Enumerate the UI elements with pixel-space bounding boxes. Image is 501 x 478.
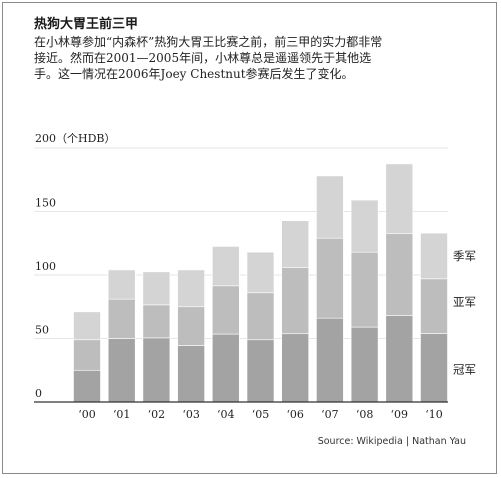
bar-segment xyxy=(281,220,310,268)
x-tick-label: ‘07 xyxy=(321,408,339,421)
bar-segment xyxy=(107,298,136,339)
bar-segment xyxy=(316,175,344,239)
bar-segment xyxy=(350,251,379,328)
bar-segment xyxy=(350,326,379,403)
bar-segment xyxy=(142,271,171,306)
x-tick-label: ‘09 xyxy=(391,408,409,421)
bar-segment xyxy=(281,333,310,403)
bar-segment xyxy=(316,237,344,319)
bar-segment xyxy=(420,278,448,334)
bar-segment xyxy=(73,311,101,341)
bar-segment xyxy=(385,163,414,235)
bar-segment xyxy=(385,233,414,316)
y-tick-label: 150 xyxy=(35,197,56,210)
x-tick-label: ‘03 xyxy=(182,408,200,421)
bar-segment xyxy=(177,306,205,346)
y-tick-label: 50 xyxy=(35,324,49,337)
bar-segment xyxy=(385,315,414,403)
chart-subtitle: 在小林尊参加“内森杯”热狗大胃王比赛之前，前三甲的实力都非常接近。然而在2001… xyxy=(34,35,383,81)
bar-segment xyxy=(73,339,101,371)
bar-segment xyxy=(142,304,171,339)
series-label: 冠军 xyxy=(453,363,476,377)
y-axis-label: 200（个HDB） xyxy=(35,132,116,145)
x-tick-label: ‘04 xyxy=(217,408,235,421)
bar-segment xyxy=(420,333,448,403)
bar-segment xyxy=(281,267,310,335)
x-tick-label: ‘08 xyxy=(356,408,374,421)
bar-segment xyxy=(73,369,101,403)
series-label: 季军 xyxy=(453,249,476,263)
bar-segment xyxy=(316,317,344,403)
source-credit: Source: Wikipedia | Nathan Yau xyxy=(317,436,466,447)
bar-segment xyxy=(142,337,171,403)
bar-segment xyxy=(246,339,275,403)
x-tick-label: ‘02 xyxy=(148,408,166,421)
x-tick-label: ‘01 xyxy=(113,408,131,421)
bar-segment xyxy=(107,269,136,300)
bar-segment xyxy=(177,269,205,308)
chart-title: 热狗大胃王前三甲 xyxy=(34,17,139,32)
bar-segment xyxy=(350,199,379,253)
bar-segment xyxy=(212,246,240,287)
y-tick-label: 0 xyxy=(35,387,42,400)
x-tick-label: ‘00 xyxy=(78,408,96,421)
y-tick-label: 100 xyxy=(35,260,56,273)
bar-segment xyxy=(246,251,275,294)
bar-segment xyxy=(177,345,205,403)
bar-segment xyxy=(420,232,448,280)
series-label: 亚军 xyxy=(453,295,476,309)
bar-segment xyxy=(107,338,136,403)
x-tick-label: ‘06 xyxy=(286,408,304,421)
bar-segment xyxy=(212,333,240,403)
bar-segment xyxy=(246,292,275,341)
bar-segment xyxy=(212,285,240,335)
x-tick-label: ‘10 xyxy=(425,408,443,421)
x-tick-label: ‘05 xyxy=(252,408,270,421)
